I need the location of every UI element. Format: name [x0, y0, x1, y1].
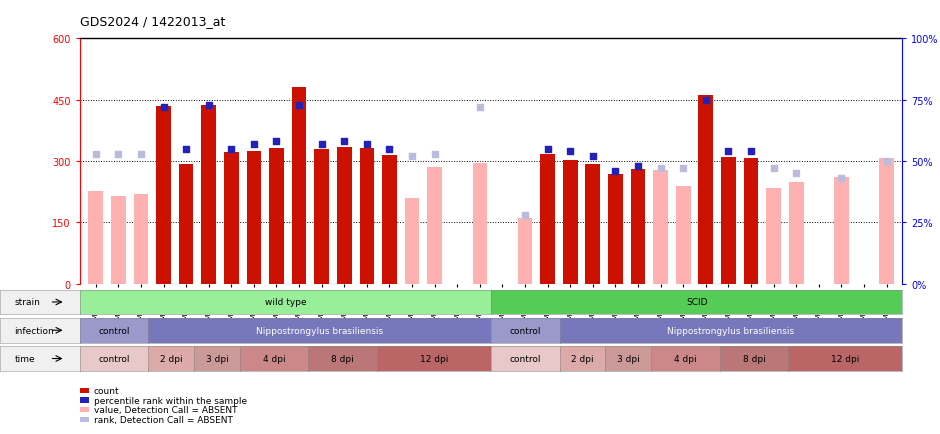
Bar [608, 175, 623, 284]
Bar [744, 158, 759, 284]
Point [698, 97, 713, 104]
Text: percentile rank within the sample: percentile rank within the sample [94, 396, 247, 404]
Bar [201, 105, 216, 284]
Bar [698, 96, 713, 284]
Bar [428, 168, 442, 284]
Bar [563, 161, 577, 284]
Text: 2 dpi: 2 dpi [160, 354, 182, 363]
Bar [88, 191, 103, 284]
Point [472, 104, 487, 111]
Bar [834, 178, 849, 284]
Text: 8 dpi: 8 dpi [743, 354, 765, 363]
Text: Nippostrongylus brasiliensis: Nippostrongylus brasiliensis [257, 326, 384, 335]
Text: SCID: SCID [686, 298, 708, 307]
Point [359, 141, 374, 148]
Bar [179, 165, 194, 284]
Point [224, 146, 239, 153]
Bar [676, 187, 691, 284]
Text: wild type: wild type [265, 298, 306, 307]
Text: 12 dpi: 12 dpi [420, 354, 448, 363]
Point [88, 151, 103, 158]
Point [586, 153, 601, 160]
Bar [269, 148, 284, 284]
Bar [721, 158, 736, 284]
Bar [337, 148, 352, 284]
Point [201, 102, 216, 109]
Point [676, 165, 691, 172]
Bar [314, 149, 329, 284]
Point [631, 163, 646, 170]
Text: 3 dpi: 3 dpi [617, 354, 639, 363]
Text: 8 dpi: 8 dpi [331, 354, 354, 363]
Text: strain: strain [14, 298, 40, 307]
Text: 2 dpi: 2 dpi [572, 354, 594, 363]
Text: Nippostrongylus brasiliensis: Nippostrongylus brasiliensis [667, 326, 794, 335]
Text: rank, Detection Call = ABSENT: rank, Detection Call = ABSENT [94, 415, 233, 424]
Text: control: control [99, 326, 130, 335]
Text: GDS2024 / 1422013_at: GDS2024 / 1422013_at [80, 15, 226, 28]
Text: 3 dpi: 3 dpi [206, 354, 228, 363]
Text: 4 dpi: 4 dpi [263, 354, 286, 363]
Bar [246, 151, 261, 284]
Bar [291, 88, 306, 284]
Point [314, 141, 329, 148]
Bar [518, 219, 532, 284]
Bar [653, 171, 668, 284]
Point [179, 146, 194, 153]
Bar [383, 155, 397, 284]
Point [133, 151, 149, 158]
Bar [111, 197, 126, 284]
Point [608, 168, 623, 175]
Bar [156, 106, 171, 284]
Text: 4 dpi: 4 dpi [674, 354, 697, 363]
Text: control: control [99, 354, 130, 363]
Point [246, 141, 261, 148]
Bar [766, 188, 781, 284]
Point [789, 171, 804, 178]
Point [111, 151, 126, 158]
Point [879, 158, 894, 165]
Text: infection: infection [14, 326, 55, 335]
Point [337, 138, 352, 145]
Bar [359, 148, 374, 284]
Bar [879, 158, 894, 284]
Point [653, 165, 668, 172]
Point [766, 165, 781, 172]
Point [834, 175, 849, 182]
Bar [789, 182, 804, 284]
Text: time: time [14, 354, 35, 363]
Bar [473, 164, 487, 284]
Bar [586, 164, 600, 284]
Bar [133, 194, 149, 284]
Point [744, 148, 759, 155]
Bar [631, 170, 646, 284]
Text: value, Detection Call = ABSENT: value, Detection Call = ABSENT [94, 405, 238, 414]
Point [156, 104, 171, 111]
Point [540, 146, 556, 153]
Point [269, 138, 284, 145]
Bar [540, 155, 555, 284]
Point [563, 148, 578, 155]
Point [518, 212, 533, 219]
Point [427, 151, 442, 158]
Point [721, 148, 736, 155]
Text: control: control [509, 326, 541, 335]
Point [382, 146, 397, 153]
Text: control: control [509, 354, 541, 363]
Point [291, 102, 306, 109]
Bar [405, 198, 419, 284]
Text: count: count [94, 386, 119, 395]
Text: 12 dpi: 12 dpi [831, 354, 859, 363]
Point [404, 153, 419, 160]
Bar [224, 153, 239, 284]
